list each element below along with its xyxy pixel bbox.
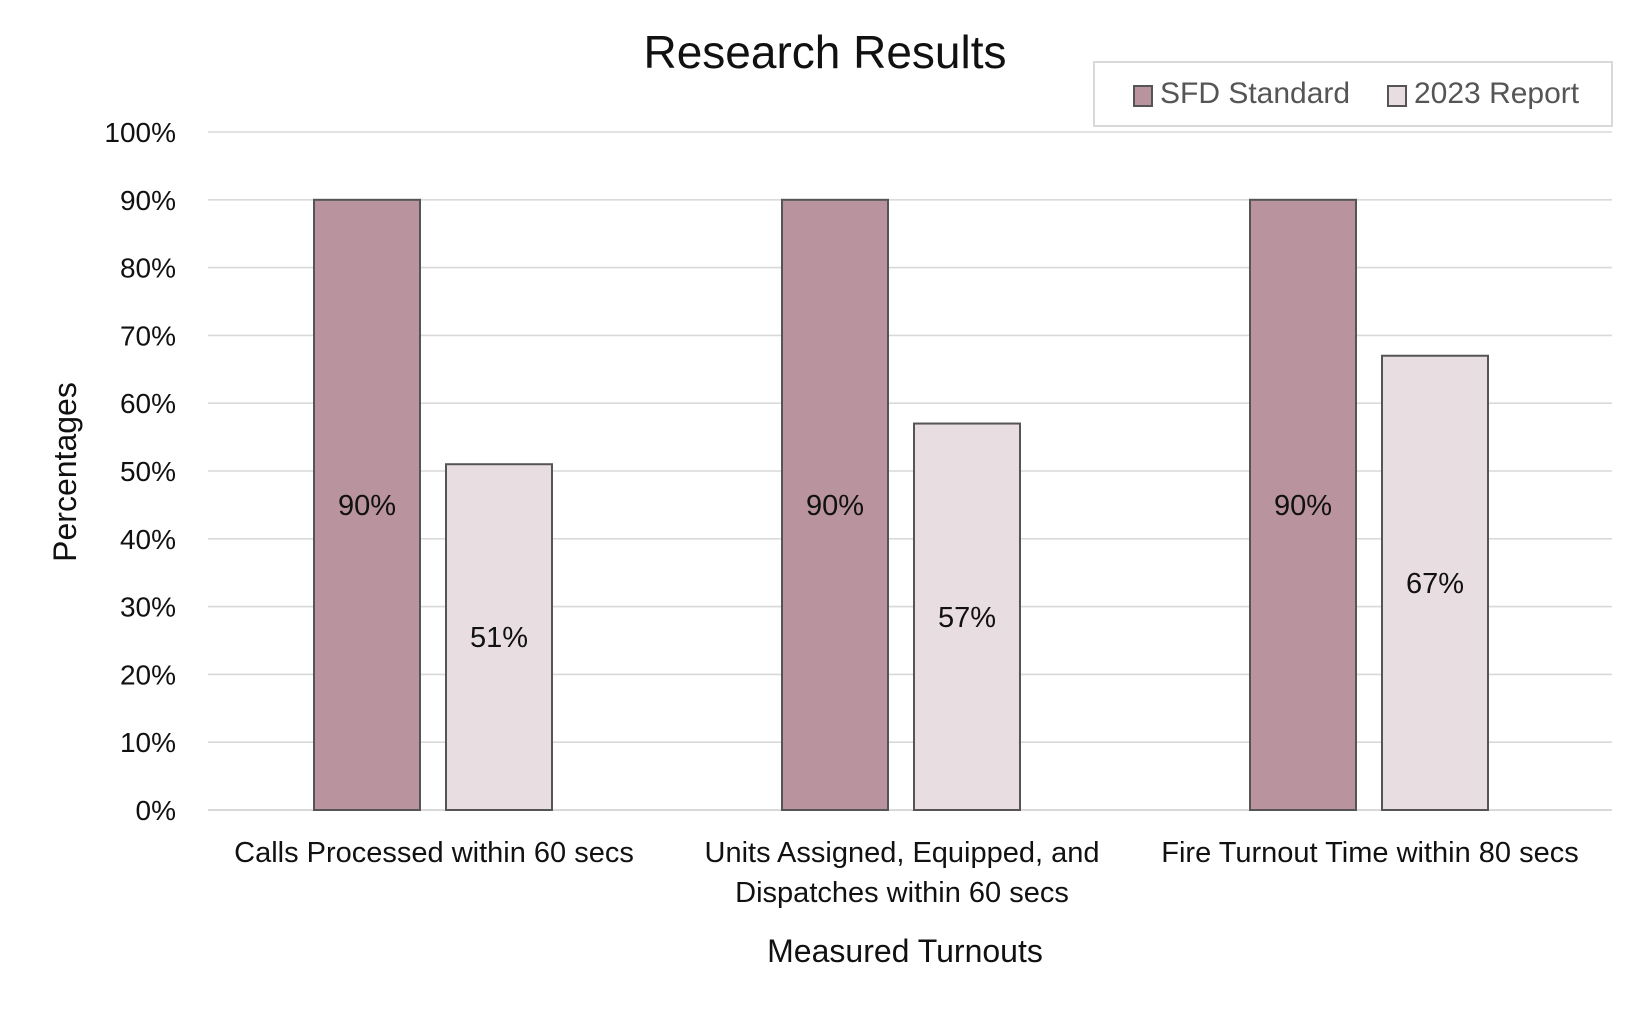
data-label: 57% — [938, 602, 996, 634]
x-axis-title: Measured Turnouts — [767, 933, 1043, 969]
bars: 90% 90% 90% 51% 57% 67% — [313, 198, 1489, 812]
legend-label: SFD Standard — [1160, 77, 1350, 110]
y-tick-label: 100% — [104, 117, 176, 148]
legend-box — [1093, 61, 1613, 127]
y-tick-label: 60% — [120, 388, 176, 419]
x-tick-label-line: Units Assigned, Equipped, and — [705, 837, 1100, 869]
y-tick-label: 50% — [120, 456, 176, 487]
data-label: 90% — [338, 490, 396, 522]
data-label: 67% — [1406, 568, 1464, 600]
y-tick-label: 20% — [120, 659, 176, 690]
bar — [445, 463, 553, 811]
chart-title: Research Results — [643, 26, 1006, 78]
y-tick-label: 40% — [120, 524, 176, 555]
x-tick-label-line: Dispatches within 60 secs — [735, 877, 1069, 909]
bar — [313, 198, 421, 812]
bar — [1249, 198, 1357, 812]
x-tick-label-line: Fire Turnout Time within 80 secs — [1161, 837, 1578, 869]
y-tick-label: 30% — [120, 592, 176, 623]
y-tick-label: 80% — [120, 253, 176, 284]
data-label: 90% — [1274, 490, 1332, 522]
legend: SFD Standard 2023 Report — [1093, 61, 1613, 127]
gridlines — [208, 131, 1612, 811]
legend-swatch — [1133, 85, 1153, 107]
y-tick-label: 90% — [120, 185, 176, 216]
legend-label: 2023 Report — [1414, 77, 1580, 110]
y-axis-title: Percentages — [47, 382, 83, 562]
data-label: 51% — [470, 622, 528, 654]
x-tick-label: Units Assigned, Equipped, and Dispatches … — [705, 837, 1100, 909]
y-tick-label: 10% — [120, 727, 176, 758]
y-tick-label: 0% — [136, 795, 176, 826]
bar — [913, 422, 1021, 811]
bar — [781, 198, 889, 812]
x-tick-label-line: Calls Processed within 60 secs — [234, 837, 634, 869]
bar — [1381, 354, 1489, 811]
legend-swatch — [1387, 85, 1407, 107]
data-label: 90% — [806, 490, 864, 522]
axes: 0% 10% 20% 30% 40% 50% 60% 70% 80% 90% 100% Calls P… — [104, 117, 1578, 909]
y-tick-label: 70% — [120, 320, 176, 351]
x-tick-label: Calls Processed within 60 secs — [234, 837, 634, 869]
x-tick-label: Fire Turnout Time within 80 secs — [1161, 837, 1578, 869]
